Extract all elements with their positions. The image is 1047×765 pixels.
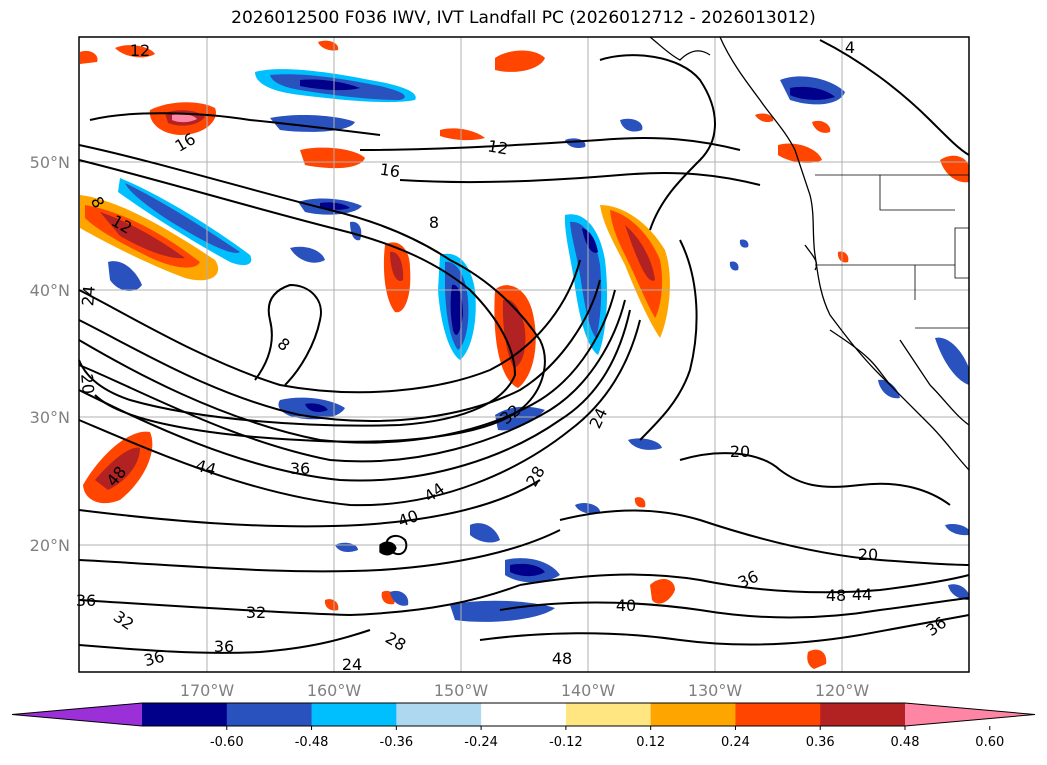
colorbar-tick-labels: -0.60 -0.48 -0.36 -0.24 -0.12 0.12 0.24 0.36 0.4… bbox=[210, 726, 1004, 750]
lon-label: 160°W bbox=[307, 681, 362, 700]
colorbar-tick-label: -0.12 bbox=[549, 735, 583, 750]
positive-patch bbox=[83, 431, 153, 504]
contour-label: 36 bbox=[290, 459, 310, 478]
coastline bbox=[379, 36, 970, 556]
lat-label: 20°N bbox=[30, 536, 70, 555]
contour-label: 48 bbox=[552, 649, 572, 668]
colorbar-tick-label: -0.48 bbox=[295, 735, 329, 750]
colorbar-segment bbox=[650, 703, 736, 726]
negative-patch bbox=[564, 214, 608, 355]
positive-patch bbox=[80, 195, 219, 281]
colorbar-segment bbox=[311, 703, 397, 726]
colorbar-segment bbox=[735, 703, 821, 726]
colorbar-tick-label: -0.36 bbox=[380, 735, 414, 750]
colorbar-segment bbox=[396, 703, 482, 726]
map-border bbox=[78, 36, 970, 673]
positive-patch bbox=[383, 242, 411, 313]
contour-label: 8 bbox=[429, 213, 439, 232]
colorbar-tick-label: -0.24 bbox=[464, 735, 498, 750]
lat-label: 50°N bbox=[30, 153, 70, 172]
colorbar-segment bbox=[820, 703, 906, 726]
contour-label: 24 bbox=[342, 655, 362, 674]
latitude-labels: 50°N 40°N 30°N 20°N bbox=[30, 153, 70, 555]
contour-label: 24 bbox=[78, 285, 99, 307]
state-borders bbox=[815, 174, 970, 329]
colorbar-tick-label: 0.24 bbox=[721, 735, 750, 750]
contour-label: 40 bbox=[616, 596, 636, 615]
gridlines bbox=[79, 37, 969, 672]
contour-label: 12 bbox=[130, 41, 150, 60]
contour-label: 36 bbox=[76, 591, 96, 610]
lat-label: 30°N bbox=[30, 408, 70, 427]
map-title: 2026012500 F036 IWV, IVT Landfall PC (20… bbox=[231, 8, 816, 28]
lon-label: 140°W bbox=[561, 681, 616, 700]
contour-label: 4 bbox=[845, 38, 855, 57]
colorbar-tick-label: 0.48 bbox=[891, 735, 920, 750]
contour-label: 16 bbox=[379, 160, 402, 182]
anomaly-shading bbox=[80, 40, 969, 669]
colorbar-segment bbox=[481, 703, 567, 726]
lat-label: 40°N bbox=[30, 281, 70, 300]
contour-label: 44 bbox=[852, 585, 872, 604]
contour-label: 12 bbox=[486, 136, 509, 158]
colorbar-tick-label: 0.12 bbox=[636, 735, 665, 750]
colorbar-tick-label: -0.60 bbox=[210, 735, 244, 750]
negative-patch bbox=[255, 69, 416, 103]
contour-label: 20 bbox=[730, 442, 750, 461]
lon-label: 120°W bbox=[815, 681, 870, 700]
lon-label: 130°W bbox=[688, 681, 743, 700]
colorbar-segment bbox=[565, 703, 652, 726]
positive-patch bbox=[600, 205, 670, 338]
contour-label: 36 bbox=[142, 647, 167, 671]
contour-label: 44 bbox=[194, 456, 219, 480]
contour-label: 36 bbox=[214, 637, 234, 656]
colorbar-tick-label: 0.60 bbox=[975, 735, 1004, 750]
longitude-labels: 170°W 160°W 150°W 140°W 130°W 120°W bbox=[180, 681, 870, 700]
colorbar-extend-high bbox=[905, 703, 1035, 726]
iwv-contours bbox=[78, 39, 970, 654]
colorbar-outline bbox=[11, 702, 1036, 727]
colorbar-tick-label: 0.36 bbox=[806, 735, 835, 750]
lon-label: 150°W bbox=[434, 681, 489, 700]
colorbar-segment bbox=[142, 703, 228, 726]
colorbar-extend-low bbox=[12, 703, 142, 726]
colorbar bbox=[11, 702, 1036, 727]
contour-label: 20 bbox=[77, 373, 98, 395]
negative-patch bbox=[118, 178, 252, 266]
contour-label: 20 bbox=[858, 545, 878, 564]
lon-label: 170°W bbox=[180, 681, 235, 700]
contour-label: 48 bbox=[826, 586, 846, 605]
contour-label: 32 bbox=[246, 603, 266, 622]
colorbar-segment bbox=[226, 703, 313, 726]
